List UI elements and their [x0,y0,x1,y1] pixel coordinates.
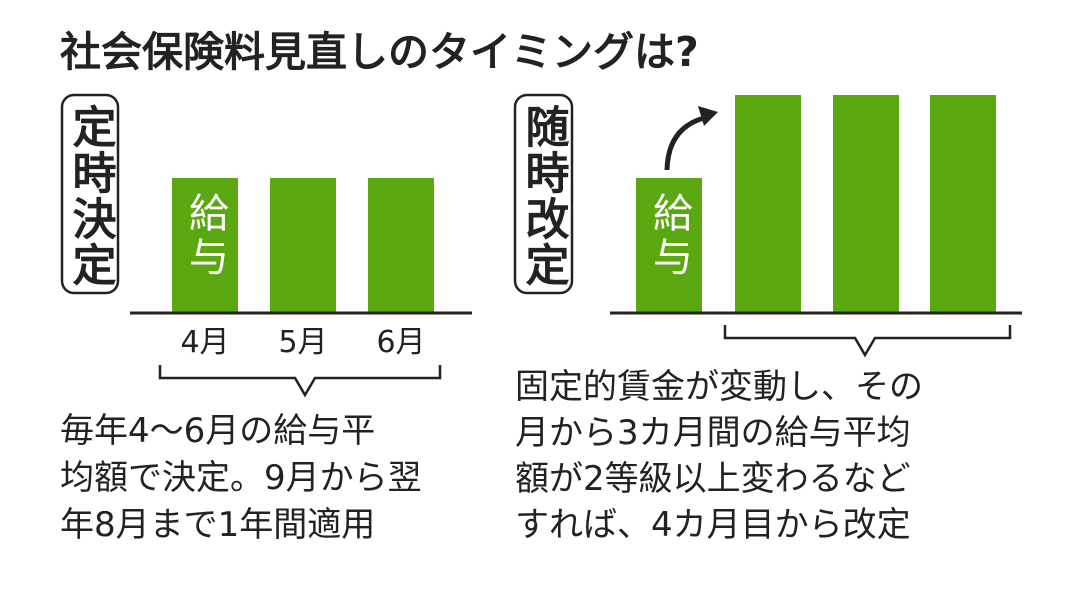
bar-label: 給与 [646,192,692,280]
panel-label: 定時決定 [65,104,117,288]
description-line: 月から3カ月間の給与平均 [515,413,911,453]
bar [735,95,801,312]
bar [368,178,434,312]
bar [930,95,996,312]
description-line: 固定的賃金が変動し、その [515,367,923,407]
description-line: すれば、4カ月目から改定 [515,505,911,545]
bracket [723,325,1012,358]
month-label: 6月 [376,325,425,360]
arrow-head [698,106,718,126]
month-label: 5月 [278,325,327,360]
bar [833,95,899,312]
panel-label: 随時改定 [518,104,570,288]
description-line: 額が2等級以上変わるなど [515,459,911,499]
description-line: 均額で決定。9月から翌 [60,458,422,498]
description-line: 毎年4〜6月の給与平 [60,411,375,451]
label-box [513,93,574,295]
description-line: 年8月まで1年間適用 [60,505,375,545]
bar-label: 給与 [182,192,228,280]
bar [270,178,336,312]
title: 社会保険料見直しのタイミングは? [60,28,699,76]
bar [172,178,238,312]
bar [636,178,702,312]
label-box [60,93,120,295]
bracket [158,365,442,398]
month-label: 4月 [180,325,229,360]
arrow [664,115,705,171]
